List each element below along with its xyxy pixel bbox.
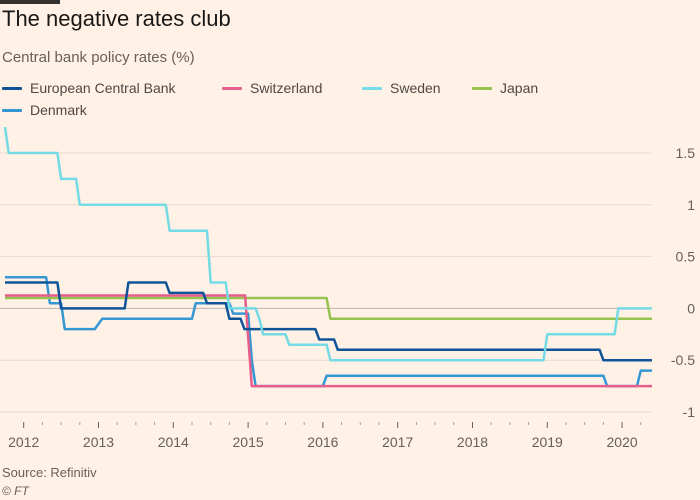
legend-label: Denmark [30,102,87,118]
x-tick-label: 2018 [457,434,488,450]
y-tick-label: 1.5 [676,145,696,161]
x-tick-label: 2012 [8,434,39,450]
title-accent-bar [0,0,60,4]
ft-credit: © FT [2,484,29,498]
chart-subtitle: Central bank policy rates (%) [2,49,195,66]
legend-swatch [472,86,492,90]
series-line-sweden [3,126,652,362]
legend-item: European Central Bank [2,80,176,96]
legend-label: Japan [500,80,539,96]
x-tick-label: 2017 [382,434,413,450]
legend-swatch [2,86,22,90]
chart-plot: 1.5 1 0.5 0 -0.5 -1 2012 2013 2014 2015 2016 2017 20… [0,126,696,450]
legend-label: Sweden [390,80,441,96]
series-line-denmark [5,276,652,388]
y-tick-label: 0.5 [676,249,696,265]
legend-item: Denmark [2,102,87,118]
x-tick-label: 2019 [532,434,563,450]
y-tick-label: -1 [683,404,696,420]
legend-item: Japan [472,80,538,96]
x-tick-label: 2016 [307,434,338,450]
series-line-japan [5,296,652,321]
series-line-european-central-bank [5,281,652,362]
legend-swatch [222,86,242,90]
x-tick-label: 2015 [233,434,264,450]
legend-label: Switzerland [250,80,323,96]
series-line-switzerland [5,294,652,388]
legend-label: European Central Bank [30,80,176,96]
x-tick-label: 2013 [83,434,114,450]
x-tick-label: 2020 [607,434,638,450]
chart-title: The negative rates club [2,6,231,31]
legend-swatch [362,86,382,90]
source-note: Source: Refinitiv [2,465,97,480]
y-tick-label: 0 [687,300,695,316]
legend-swatch [2,108,22,112]
y-tick-label: -0.5 [671,352,695,368]
legend-item: Switzerland [222,80,322,96]
y-tick-label: 1 [687,197,695,213]
x-tick-label: 2014 [158,434,189,450]
legend-item: Sweden [362,80,441,96]
